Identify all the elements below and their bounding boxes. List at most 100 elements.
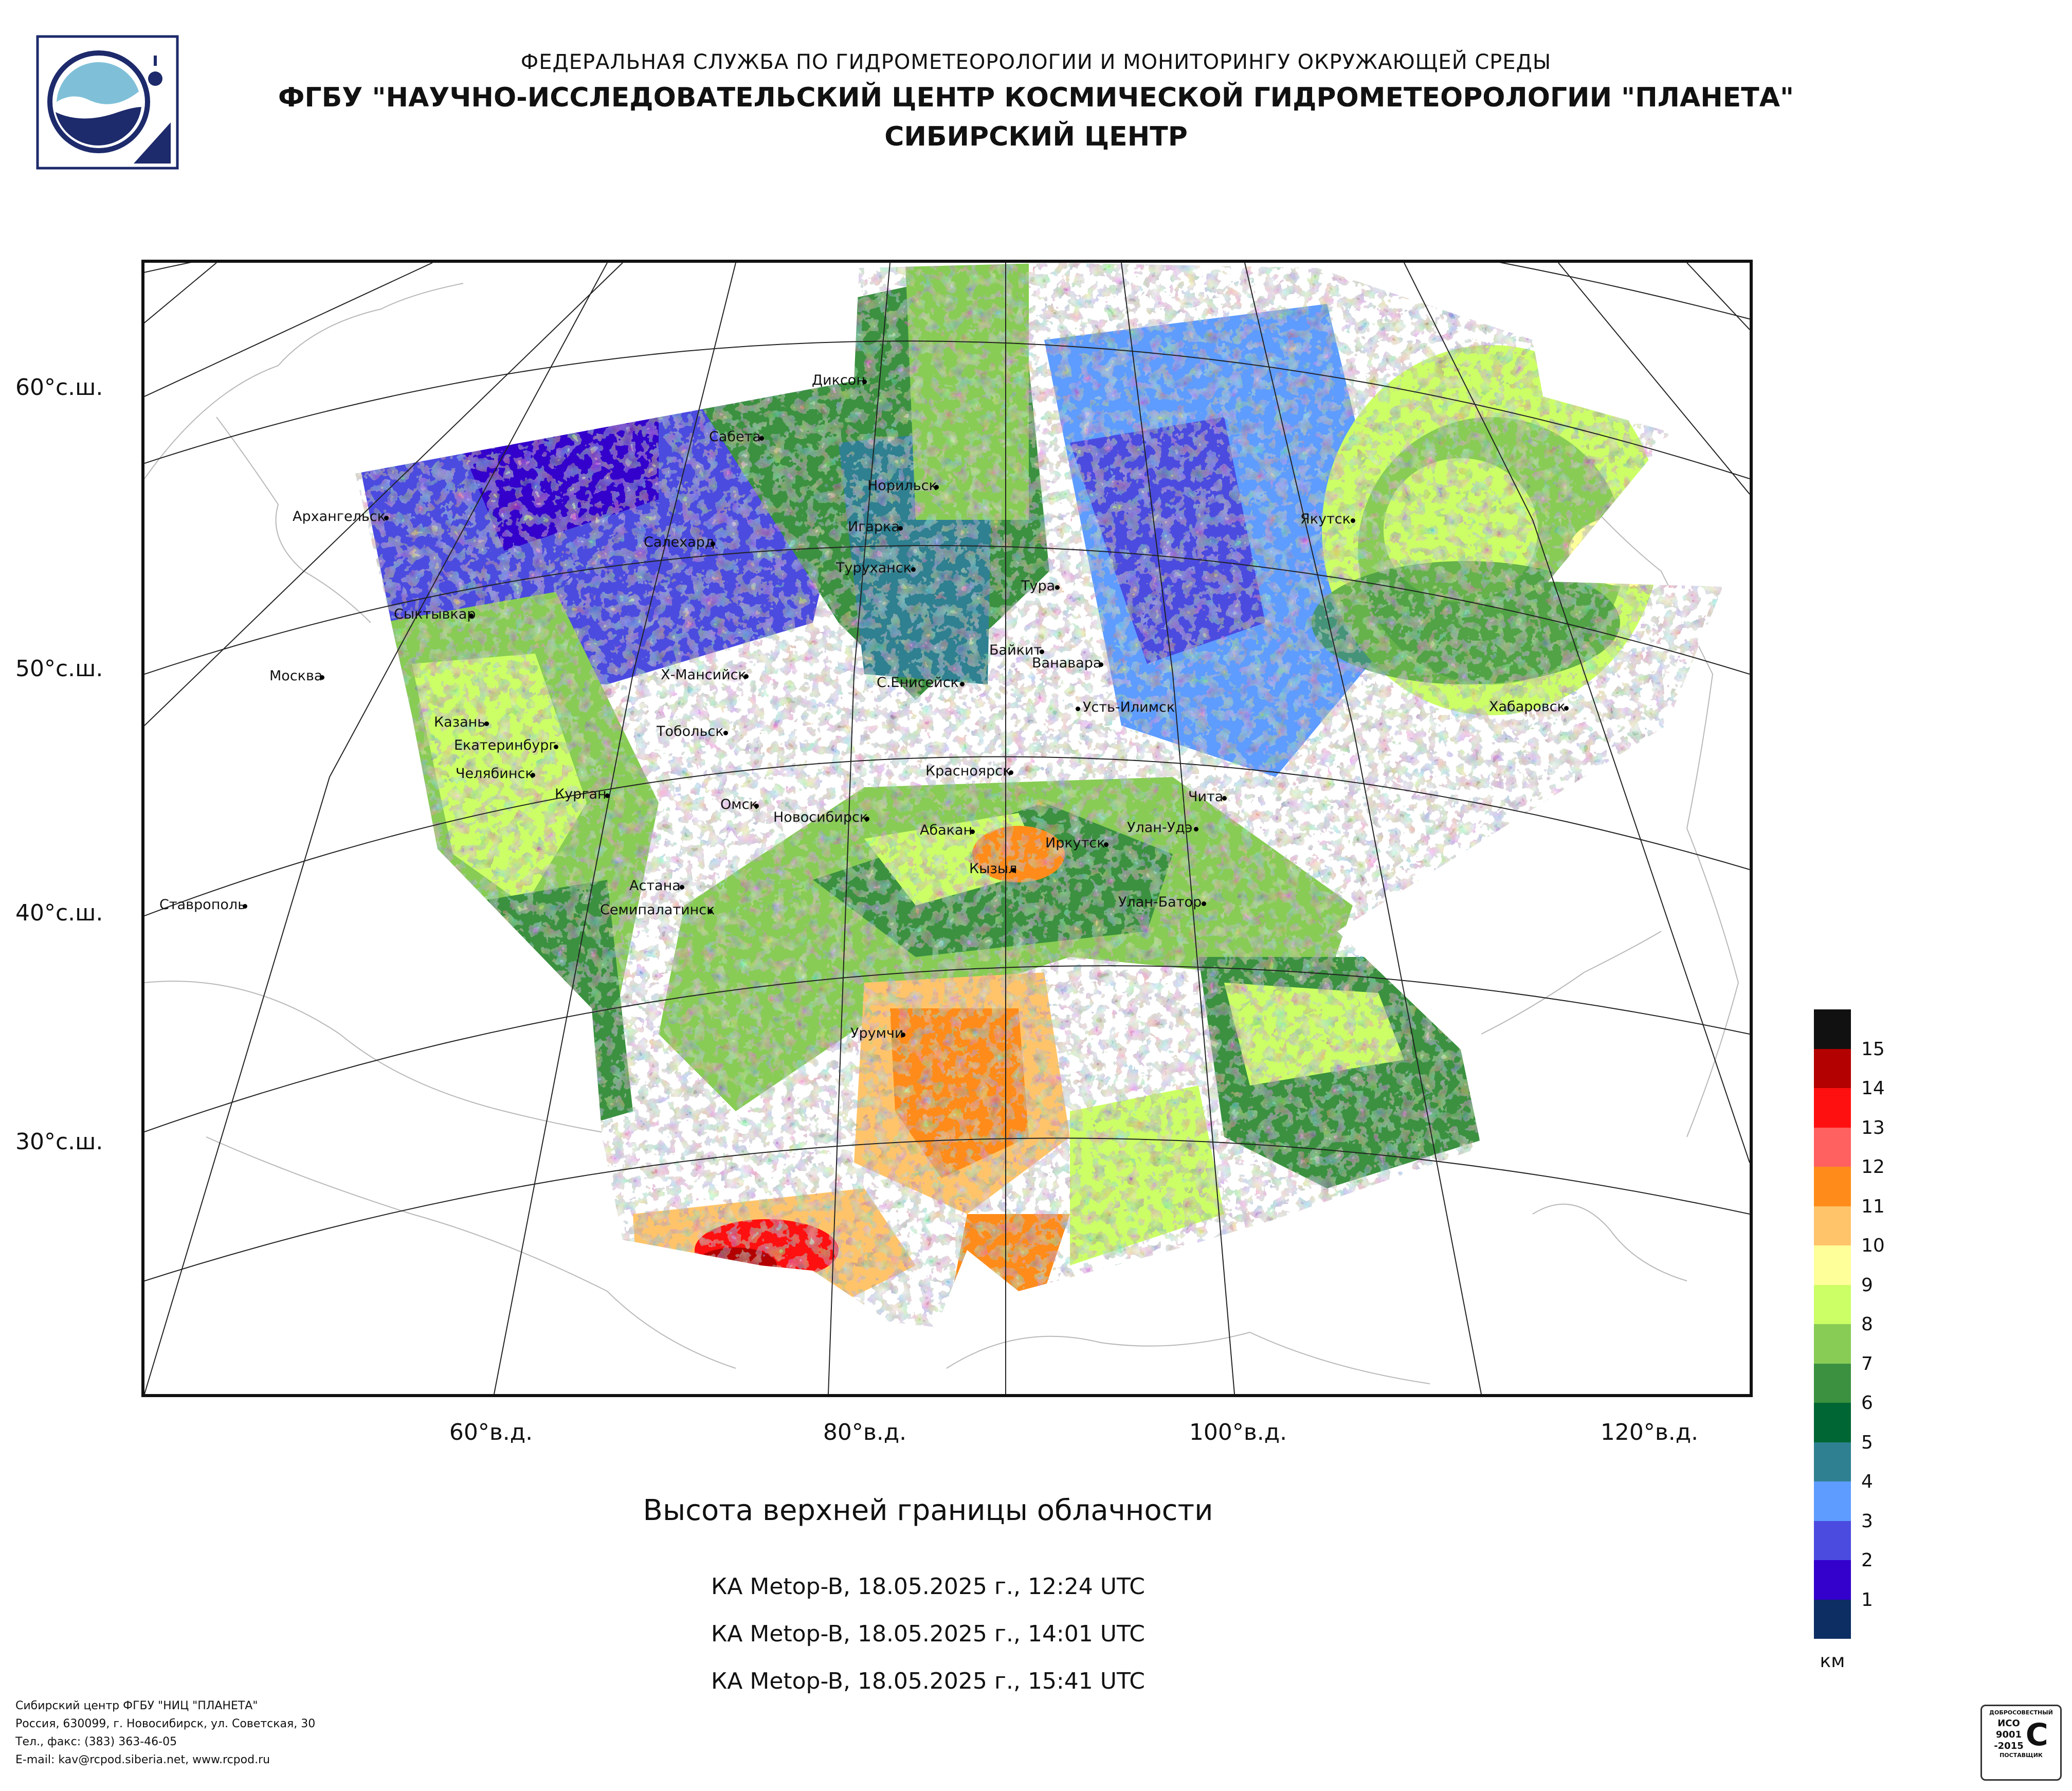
city-label: Игарка bbox=[848, 519, 903, 535]
city-name: Х-Мансийск bbox=[661, 667, 747, 683]
lat-label-40: 40°с.ш. bbox=[15, 900, 103, 926]
city-label: Хабаровск bbox=[1489, 699, 1569, 715]
city-name: Урумчи bbox=[850, 1025, 904, 1041]
header-institute: ФГБУ "НАУЧНО-ИССЛЕДОВАТЕЛЬСКИЙ ЦЕНТР КОС… bbox=[278, 82, 1794, 113]
legend-swatch bbox=[1814, 1599, 1851, 1639]
legend-swatch bbox=[1814, 1285, 1851, 1324]
cert-iso: ИСО bbox=[1997, 1718, 2020, 1729]
city-name: Норильск bbox=[867, 478, 937, 494]
city-label: Туруханск bbox=[836, 560, 916, 576]
city-name: Курган bbox=[555, 786, 607, 802]
legend-value-label: 8 bbox=[1861, 1314, 1873, 1335]
city-label: Байкит bbox=[989, 642, 1044, 658]
city-name: Сабета bbox=[709, 429, 761, 445]
city-label: Екатеринбург bbox=[454, 737, 558, 753]
city-dot-icon bbox=[862, 379, 867, 384]
city-name: Астана bbox=[629, 878, 681, 894]
legend-swatch bbox=[1814, 1088, 1851, 1128]
legend-swatch bbox=[1814, 1403, 1851, 1442]
city-label: Якутск bbox=[1300, 511, 1355, 527]
legend-value-label: 9 bbox=[1861, 1274, 1873, 1296]
city-dot-icon bbox=[320, 675, 324, 680]
city-label: Казань bbox=[434, 714, 489, 730]
city-dot-icon bbox=[1011, 868, 1016, 873]
city-dot-icon bbox=[1202, 901, 1206, 906]
city-dot-icon bbox=[384, 516, 389, 520]
cert-c-icon: C bbox=[2025, 1717, 2048, 1753]
city-name: Москва bbox=[269, 668, 323, 684]
legend-swatch bbox=[1814, 1048, 1851, 1088]
city-name: Абакан bbox=[920, 822, 973, 838]
city-name: Улан-Батор bbox=[1118, 894, 1202, 910]
cert-top: ДОБРОСОВЕСТНЫЙ bbox=[1989, 1709, 2053, 1716]
iso-certificate-badge: ДОБРОСОВЕСТНЫЙ ИСО 9001 -2015 C ПОСТАВЩИ… bbox=[1980, 1705, 2062, 1781]
city-label: Салехард bbox=[644, 534, 715, 550]
header-center: СИБИРСКИЙ ЦЕНТР bbox=[884, 121, 1188, 152]
legend-value-label: 7 bbox=[1861, 1353, 1873, 1374]
legend-swatch bbox=[1814, 1521, 1851, 1560]
satellite-pass: КА Metop-B, 18.05.2025 г., 14:01 UTC bbox=[711, 1621, 1145, 1647]
lon-label-60: 60°в.д. bbox=[449, 1419, 533, 1445]
city-dot-icon bbox=[469, 613, 474, 618]
cert-2015: -2015 bbox=[1994, 1741, 2024, 1751]
planeta-logo bbox=[36, 35, 179, 170]
city-name: Кызыл bbox=[969, 861, 1017, 877]
city-label: Норильск bbox=[867, 478, 939, 494]
city-label: Красноярск bbox=[925, 763, 1013, 779]
satellite-pass: КА Metop-B, 18.05.2025 г., 15:41 UTC bbox=[711, 1668, 1145, 1694]
city-dot-icon bbox=[605, 793, 610, 798]
legend-value-label: 11 bbox=[1861, 1196, 1885, 1217]
footer-address: Россия, 630099, г. Новосибирск, ул. Сове… bbox=[15, 1717, 316, 1730]
city-name: С.Енисейск bbox=[877, 675, 959, 691]
legend-value-label: 15 bbox=[1861, 1038, 1885, 1060]
city-label: Астана bbox=[629, 878, 684, 894]
color-legend bbox=[1814, 1009, 1851, 1639]
city-label: Ставрополь bbox=[159, 897, 247, 913]
header-agency: ФЕДЕРАЛЬНАЯ СЛУЖБА ПО ГИДРОМЕТЕОРОЛОГИИ … bbox=[520, 50, 1552, 74]
city-label: Сыктывкар bbox=[394, 606, 476, 622]
city-name: Байкит bbox=[989, 642, 1042, 658]
city-dot-icon bbox=[754, 804, 759, 808]
city-name: Тобольск bbox=[657, 723, 724, 739]
legend-swatch bbox=[1814, 1442, 1851, 1481]
legend-swatch bbox=[1814, 1363, 1851, 1403]
legend-swatch bbox=[1814, 1324, 1851, 1364]
footer-org: Сибирский центр ФГБУ "НИЦ "ПЛАНЕТА" bbox=[15, 1699, 258, 1712]
city-dot-icon bbox=[1194, 827, 1198, 831]
lat-label-30: 30°с.ш. bbox=[15, 1129, 103, 1155]
city-label: Тобольск bbox=[657, 723, 728, 739]
city-dot-icon bbox=[1009, 770, 1013, 775]
city-name: Салехард bbox=[644, 534, 715, 550]
city-dot-icon bbox=[484, 721, 489, 726]
city-dot-icon bbox=[1099, 662, 1103, 667]
city-dot-icon bbox=[744, 674, 749, 679]
map-caption: Высота верхней границы облачности bbox=[643, 1494, 1213, 1527]
city-dot-icon bbox=[901, 1033, 905, 1037]
city-label: Х-Мансийск bbox=[661, 667, 749, 683]
city-label: Москва bbox=[269, 668, 324, 684]
footer-email: E-mail: kav@rcpod.siberia.net, www.rcpod… bbox=[15, 1753, 270, 1766]
legend-value-label: 5 bbox=[1861, 1432, 1873, 1453]
city-dot-icon bbox=[1076, 707, 1080, 711]
city-dot-icon bbox=[759, 436, 764, 441]
lon-label-80: 80°в.д. bbox=[823, 1419, 907, 1445]
cert-9001: 9001 bbox=[1995, 1729, 2022, 1740]
city-label: Чита bbox=[1188, 789, 1227, 805]
city-name: Ставрополь bbox=[159, 897, 246, 913]
city-label: Курган bbox=[555, 786, 610, 802]
lat-label-60: 60°с.ш. bbox=[15, 374, 103, 401]
city-label: Омск bbox=[720, 797, 759, 812]
city-label: Улан-Удэ bbox=[1127, 820, 1198, 836]
city-dot-icon bbox=[911, 567, 916, 572]
legend-swatch bbox=[1814, 1127, 1851, 1167]
borders bbox=[144, 283, 1739, 1384]
city-name: Ванавара bbox=[1032, 655, 1102, 671]
city-name: Омск bbox=[720, 797, 758, 812]
city-name: Диксон bbox=[812, 372, 865, 388]
cert-bottom: ПОСТАВЩИК bbox=[2000, 1752, 2043, 1759]
city-label: Челябинск bbox=[456, 766, 535, 782]
lat-label-50: 50°с.ш. bbox=[15, 656, 103, 682]
city-dot-icon bbox=[1351, 518, 1355, 523]
city-dot-icon bbox=[723, 731, 728, 735]
city-label: Иркутск bbox=[1045, 835, 1108, 851]
